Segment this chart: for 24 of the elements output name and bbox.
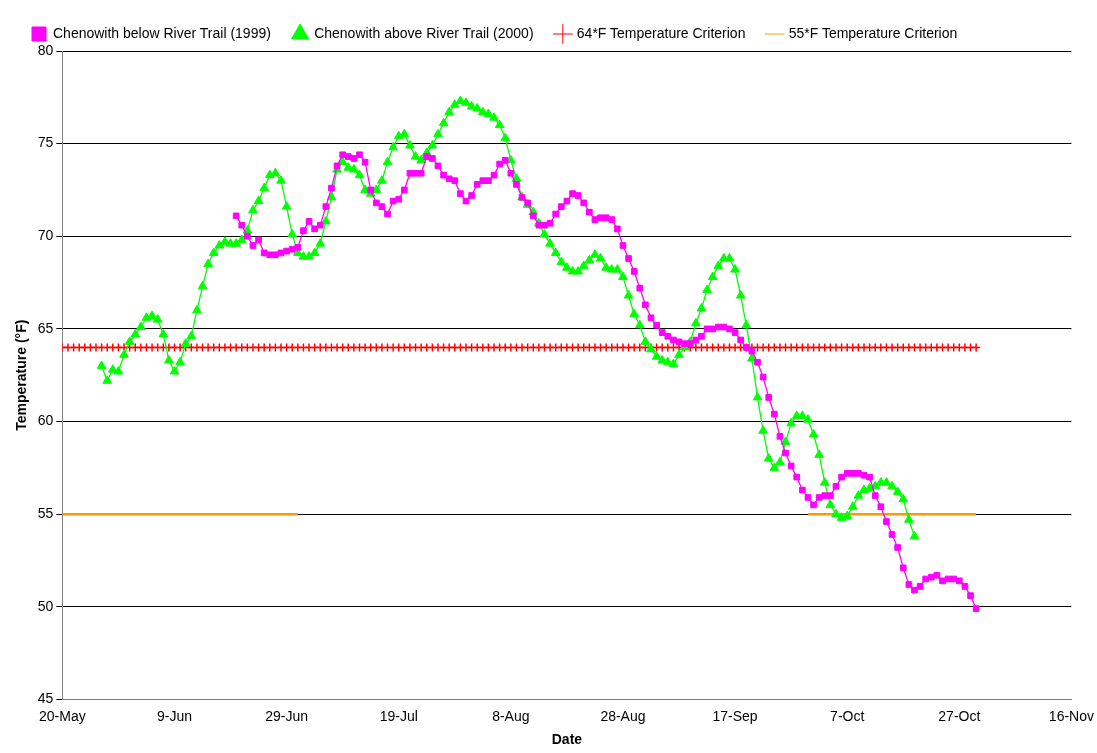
y-tick-label: 80 [37, 41, 54, 58]
y-tick-label: 55 [37, 505, 54, 521]
y-tick-label: 65 [37, 319, 54, 336]
y-tick-label: 70 [37, 227, 54, 244]
legend-label: Chenowith above River Trail (2000) [314, 24, 534, 41]
y-axis-title: Temperature (°F) [13, 319, 30, 431]
y-tick-label: 60 [37, 412, 54, 429]
x-tick-label: 7-Oct [830, 707, 865, 724]
y-tick-label: 45 [37, 690, 54, 707]
x-tick-label: 17-Sep [712, 707, 758, 724]
x-tick-label: 20-May [39, 707, 86, 724]
legend-label: 64*F Temperature Criterion [576, 24, 746, 41]
x-tick-label: 28-Aug [600, 707, 646, 724]
x-tick-label: 19-Jul [379, 707, 418, 724]
x-tick-label: 8-Aug [492, 707, 530, 724]
legend-label: 55*F Temperature Criterion [788, 24, 958, 41]
y-tick-label: 50 [37, 597, 54, 614]
y-tick-label: 75 [37, 134, 54, 151]
x-axis-title: Date [551, 731, 583, 748]
x-tick-label: 9-Jun [156, 707, 193, 724]
x-tick-label: 16-Nov [1048, 707, 1094, 724]
legend-label: Chenowith below River Trail (1999) [53, 24, 271, 41]
x-tick-label: 27-Oct [938, 707, 981, 724]
x-tick-label: 29-Jun [265, 707, 309, 724]
